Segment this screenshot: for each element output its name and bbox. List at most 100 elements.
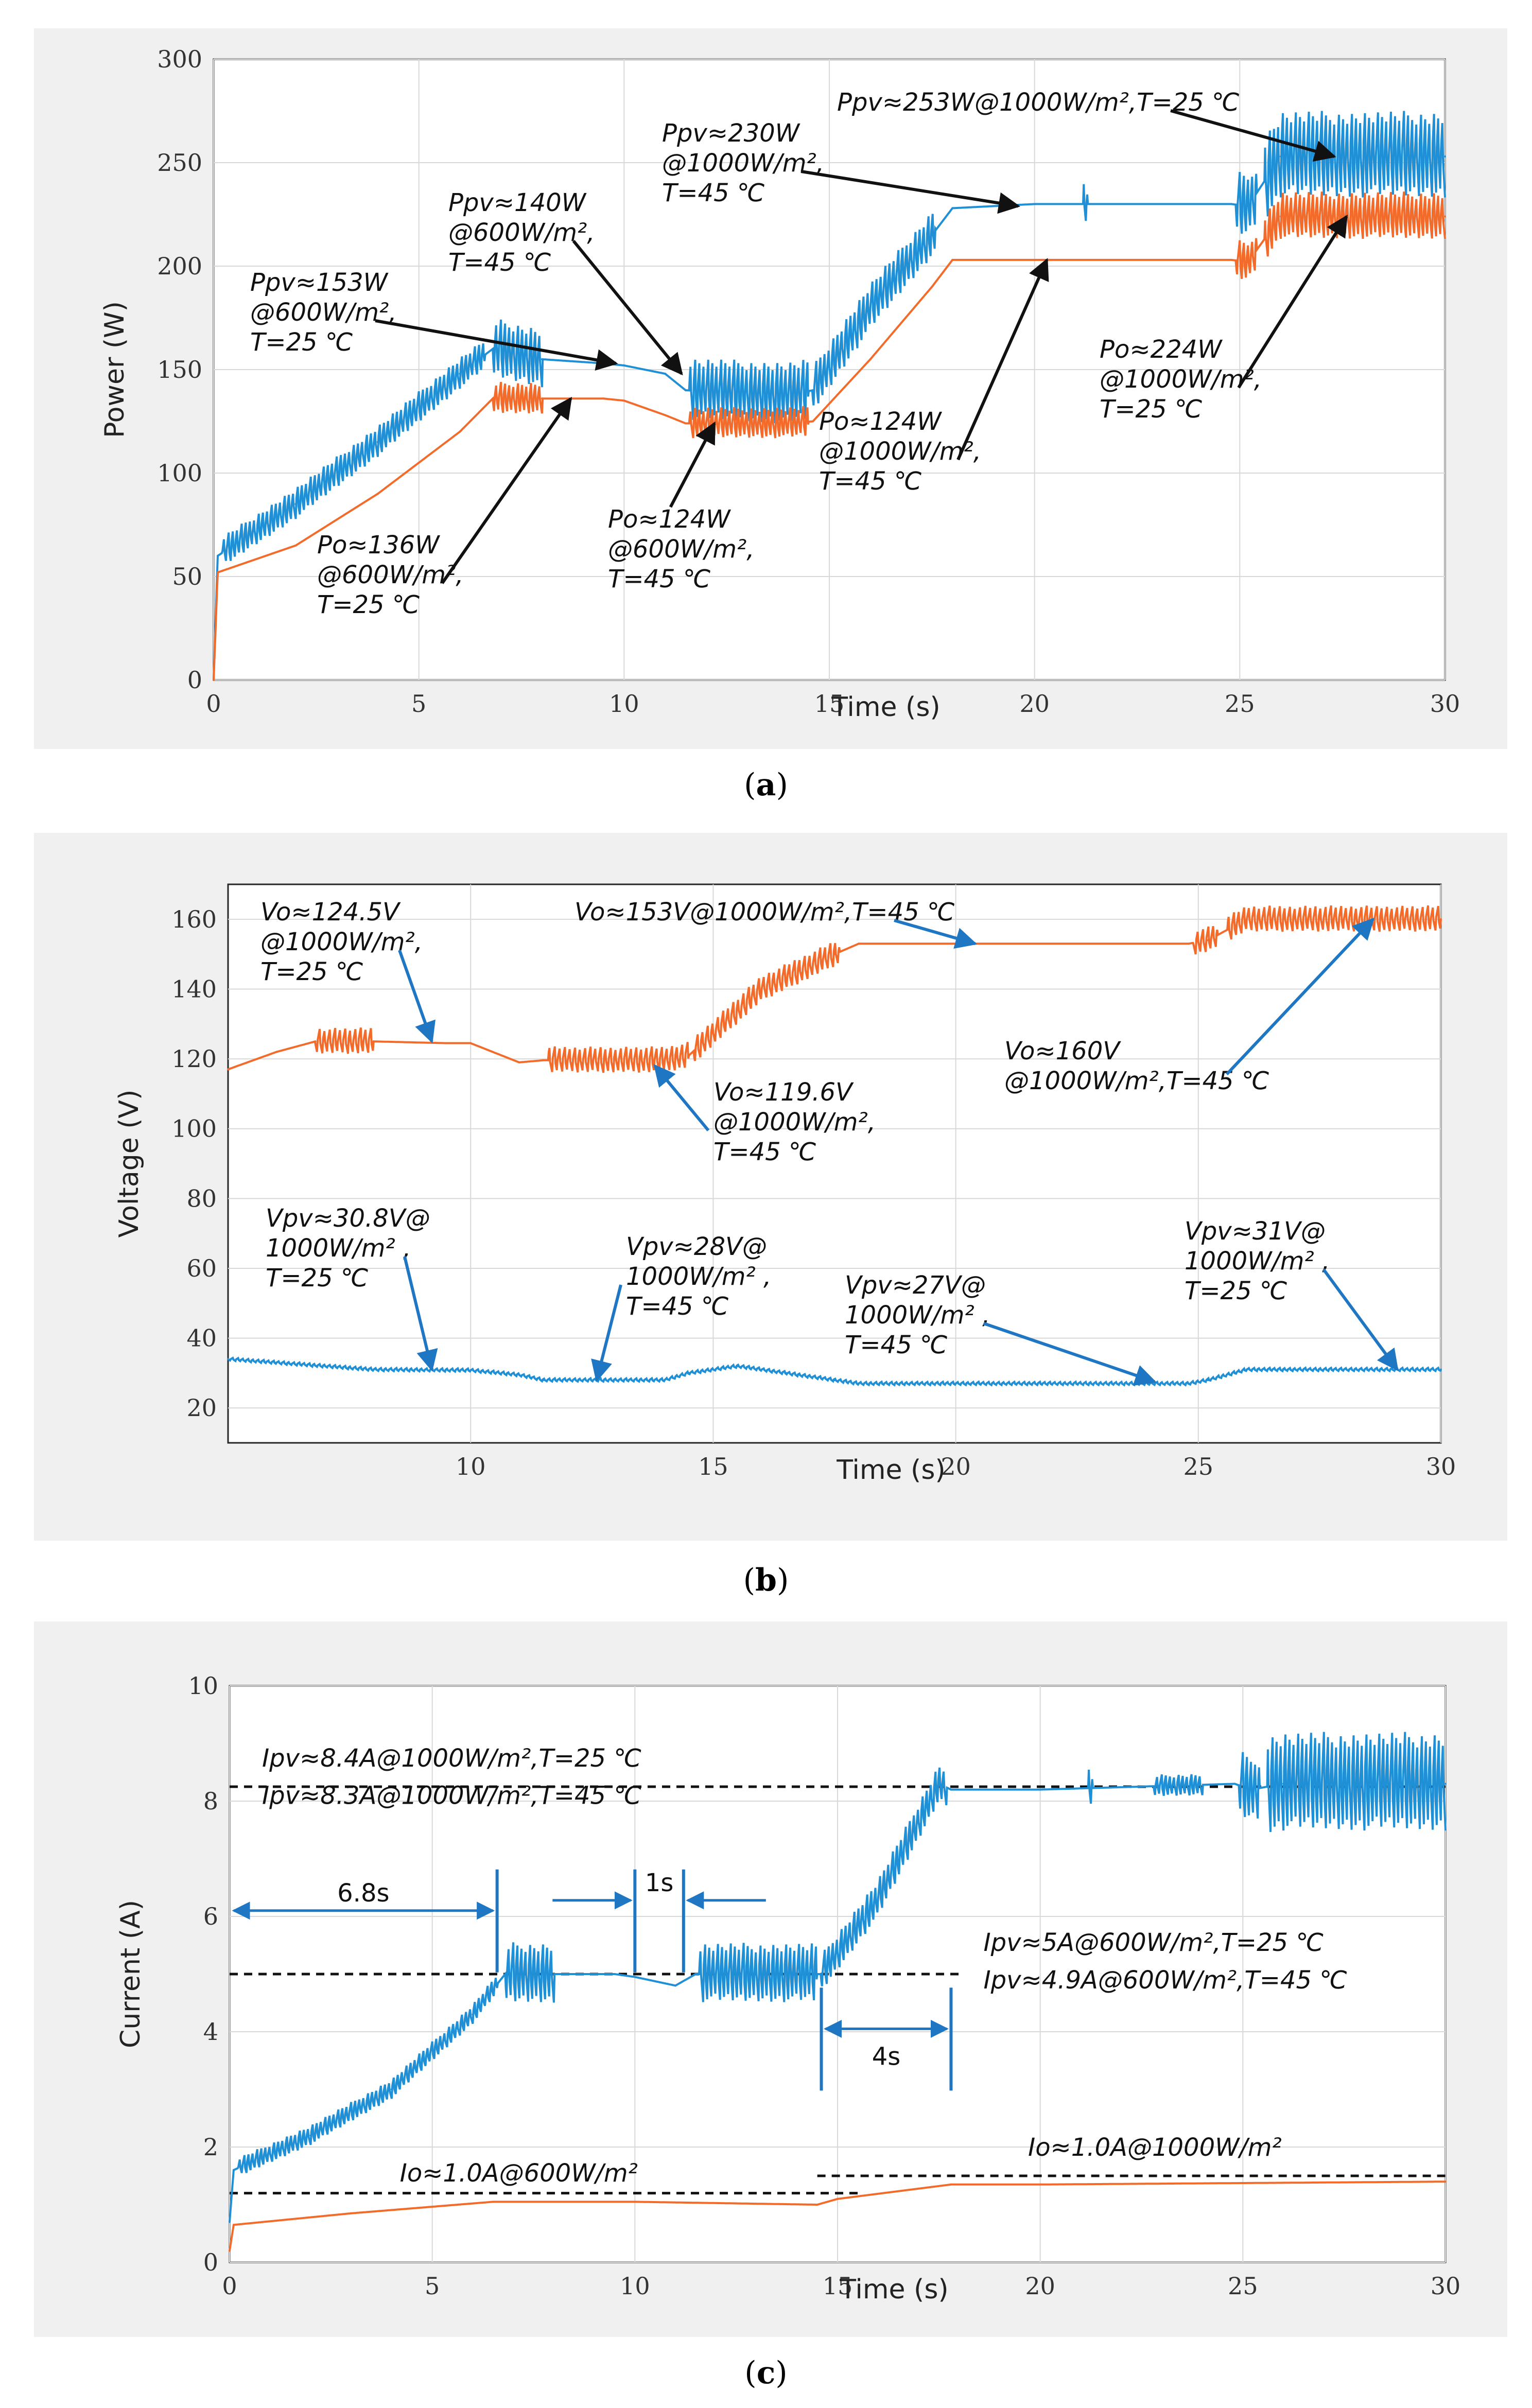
annotation-text: Ipv≈8.4A@1000W/m²,T=25 ℃ <box>262 1744 641 1773</box>
data-point <box>227 1358 229 1360</box>
y-tick-label: 80 <box>186 1184 217 1212</box>
data-point <box>492 2201 494 2203</box>
y-tick-label: 150 <box>157 356 202 383</box>
x-tick-label: 15 <box>823 2272 853 2300</box>
interval-label: 4s <box>872 2042 901 2071</box>
y-tick-label: 6 <box>203 1903 218 1930</box>
data-point <box>816 2204 819 2206</box>
x-tick-label: 15 <box>698 1453 728 1480</box>
data-point <box>229 2249 231 2252</box>
data-point <box>602 397 605 400</box>
annotation-line: @1000W/m², <box>713 1108 876 1137</box>
data-point <box>664 1059 666 1061</box>
data-point <box>950 2183 952 2186</box>
data-point <box>1440 1368 1442 1371</box>
data-point <box>1187 943 1190 945</box>
x-axis-label: Time (s) <box>839 2274 948 2305</box>
data-point <box>869 358 872 360</box>
data-point <box>376 493 379 495</box>
data-point <box>634 2201 636 2203</box>
data-point <box>785 1372 787 1374</box>
data-point <box>216 571 219 573</box>
data-point <box>309 2134 312 2137</box>
data-point <box>664 373 667 375</box>
caption-b: (b) <box>743 1562 789 1598</box>
panel-a: 0 5 10 15 20 25 30 0 50 100 150 200 250 300 Time (s) Po… <box>34 28 1507 749</box>
series-line <box>213 191 1446 680</box>
data-point <box>372 1368 375 1371</box>
annotation: Io≈1.0A@600W/m² <box>400 2159 638 2188</box>
annotation-line: Ipv≈8.4A@1000W/m²,T=25 ℃ <box>262 1744 641 1773</box>
panel-b: 10 15 20 25 30 20 40 60 80 100 120 140 160 Time (s) Vo… <box>34 833 1507 1541</box>
annotation-arrow <box>1237 214 1348 389</box>
annotation: Vo≈119.6V @1000W/m², T=45 ℃ <box>653 1064 876 1166</box>
annotation-line: @1000W/m², <box>819 437 981 466</box>
annotation-line: T=25 ℃ <box>266 1264 369 1293</box>
x-tick-label: 20 <box>1019 690 1050 718</box>
data-point <box>951 258 954 261</box>
series-line <box>229 1732 1447 2222</box>
data-point <box>1207 939 1209 941</box>
y-tick-label: 100 <box>171 1115 217 1143</box>
data-point <box>472 2013 474 2016</box>
y-axis-label: Power (W) <box>99 301 130 438</box>
data-point <box>858 1382 860 1385</box>
data-point <box>518 1061 520 1063</box>
data-point <box>1187 1382 1190 1385</box>
data-point <box>674 1984 677 1987</box>
data-point <box>232 2224 235 2226</box>
data-point <box>684 389 687 392</box>
annotation-line: Po≈124W <box>819 407 942 436</box>
annotation-text: Po≈136W @600W/m², T=25 ℃ <box>317 531 464 619</box>
annotation: Ppv≈230W @1000W/m², T=45 ℃ <box>662 119 1020 214</box>
grid-lines <box>213 59 1446 680</box>
data-point <box>459 373 461 375</box>
annotation: Vpv≈30.8V@ 1000W/m² , T=25 ℃ <box>266 1204 438 1372</box>
annotation-text: Vo≈160V @1000W/m²,T=45 ℃ <box>1004 1037 1269 1095</box>
y-tick-label: 0 <box>187 666 202 694</box>
y-tick-label: 8 <box>203 1787 218 1815</box>
data-point <box>931 286 933 288</box>
data-point <box>877 1898 879 1900</box>
series-io <box>229 2180 1447 2252</box>
data-point <box>542 1379 545 1381</box>
annotation-text: Vpv≈28V@ 1000W/m² , T=45 ℃ <box>626 1232 771 1321</box>
data-point <box>1444 1783 1447 1785</box>
data-point <box>541 358 543 360</box>
caption-c-label: c <box>756 2355 776 2391</box>
annotation-line: Ipv≈5A@600W/m²,T=25 ℃ <box>983 1928 1324 1957</box>
annotation-line: T=25 ℃ <box>260 957 363 986</box>
annotation-text: Ppv≈140W @600W/m², T=45 ℃ <box>448 188 595 277</box>
series-line <box>213 111 1446 680</box>
annotation-line: T=45 ℃ <box>713 1138 816 1166</box>
x-tick-label: 30 <box>1431 2272 1461 2300</box>
annotation-arrow <box>894 919 978 949</box>
data-point <box>937 1783 940 1785</box>
annotation-text: Po≈124W @1000W/m², T=45 ℃ <box>819 407 981 496</box>
y-tick-label: 0 <box>203 2248 218 2276</box>
data-point <box>469 1369 472 1371</box>
annotation-arrow <box>1322 1268 1399 1371</box>
y-tick-label: 60 <box>186 1254 217 1282</box>
interval-marker: 6.8s <box>232 1869 499 1973</box>
x-tick-label: 10 <box>620 2272 650 2300</box>
annotation-line: Po≈136W <box>317 531 440 560</box>
annotation-text: Ppv≈230W @1000W/m², T=45 ℃ <box>662 119 824 207</box>
annotation-line: Vo≈153V@1000W/m²,T=45 ℃ <box>574 898 955 927</box>
data-point <box>518 1373 520 1376</box>
annotation-line: Ppv≈140W <box>448 188 587 217</box>
caption-b-label: b <box>755 1562 777 1598</box>
data-point <box>459 430 461 433</box>
y-tick-label: 300 <box>157 45 202 73</box>
annotation-arrow <box>1170 109 1336 162</box>
panel-c: 0 5 10 15 20 25 30 0 2 4 6 8 10 Time (s) Current (A) 6.… <box>34 1621 1507 2337</box>
data-point <box>837 2197 839 2200</box>
data-point <box>469 1042 472 1044</box>
annotation: Vo≈153V@1000W/m²,T=45 ℃ <box>574 898 978 949</box>
data-point <box>664 414 667 416</box>
data-point <box>787 393 790 396</box>
data-point <box>541 397 543 400</box>
data-point <box>664 1379 666 1381</box>
caption-a-label: a <box>756 767 776 803</box>
caption-c: (c) <box>744 2355 788 2391</box>
